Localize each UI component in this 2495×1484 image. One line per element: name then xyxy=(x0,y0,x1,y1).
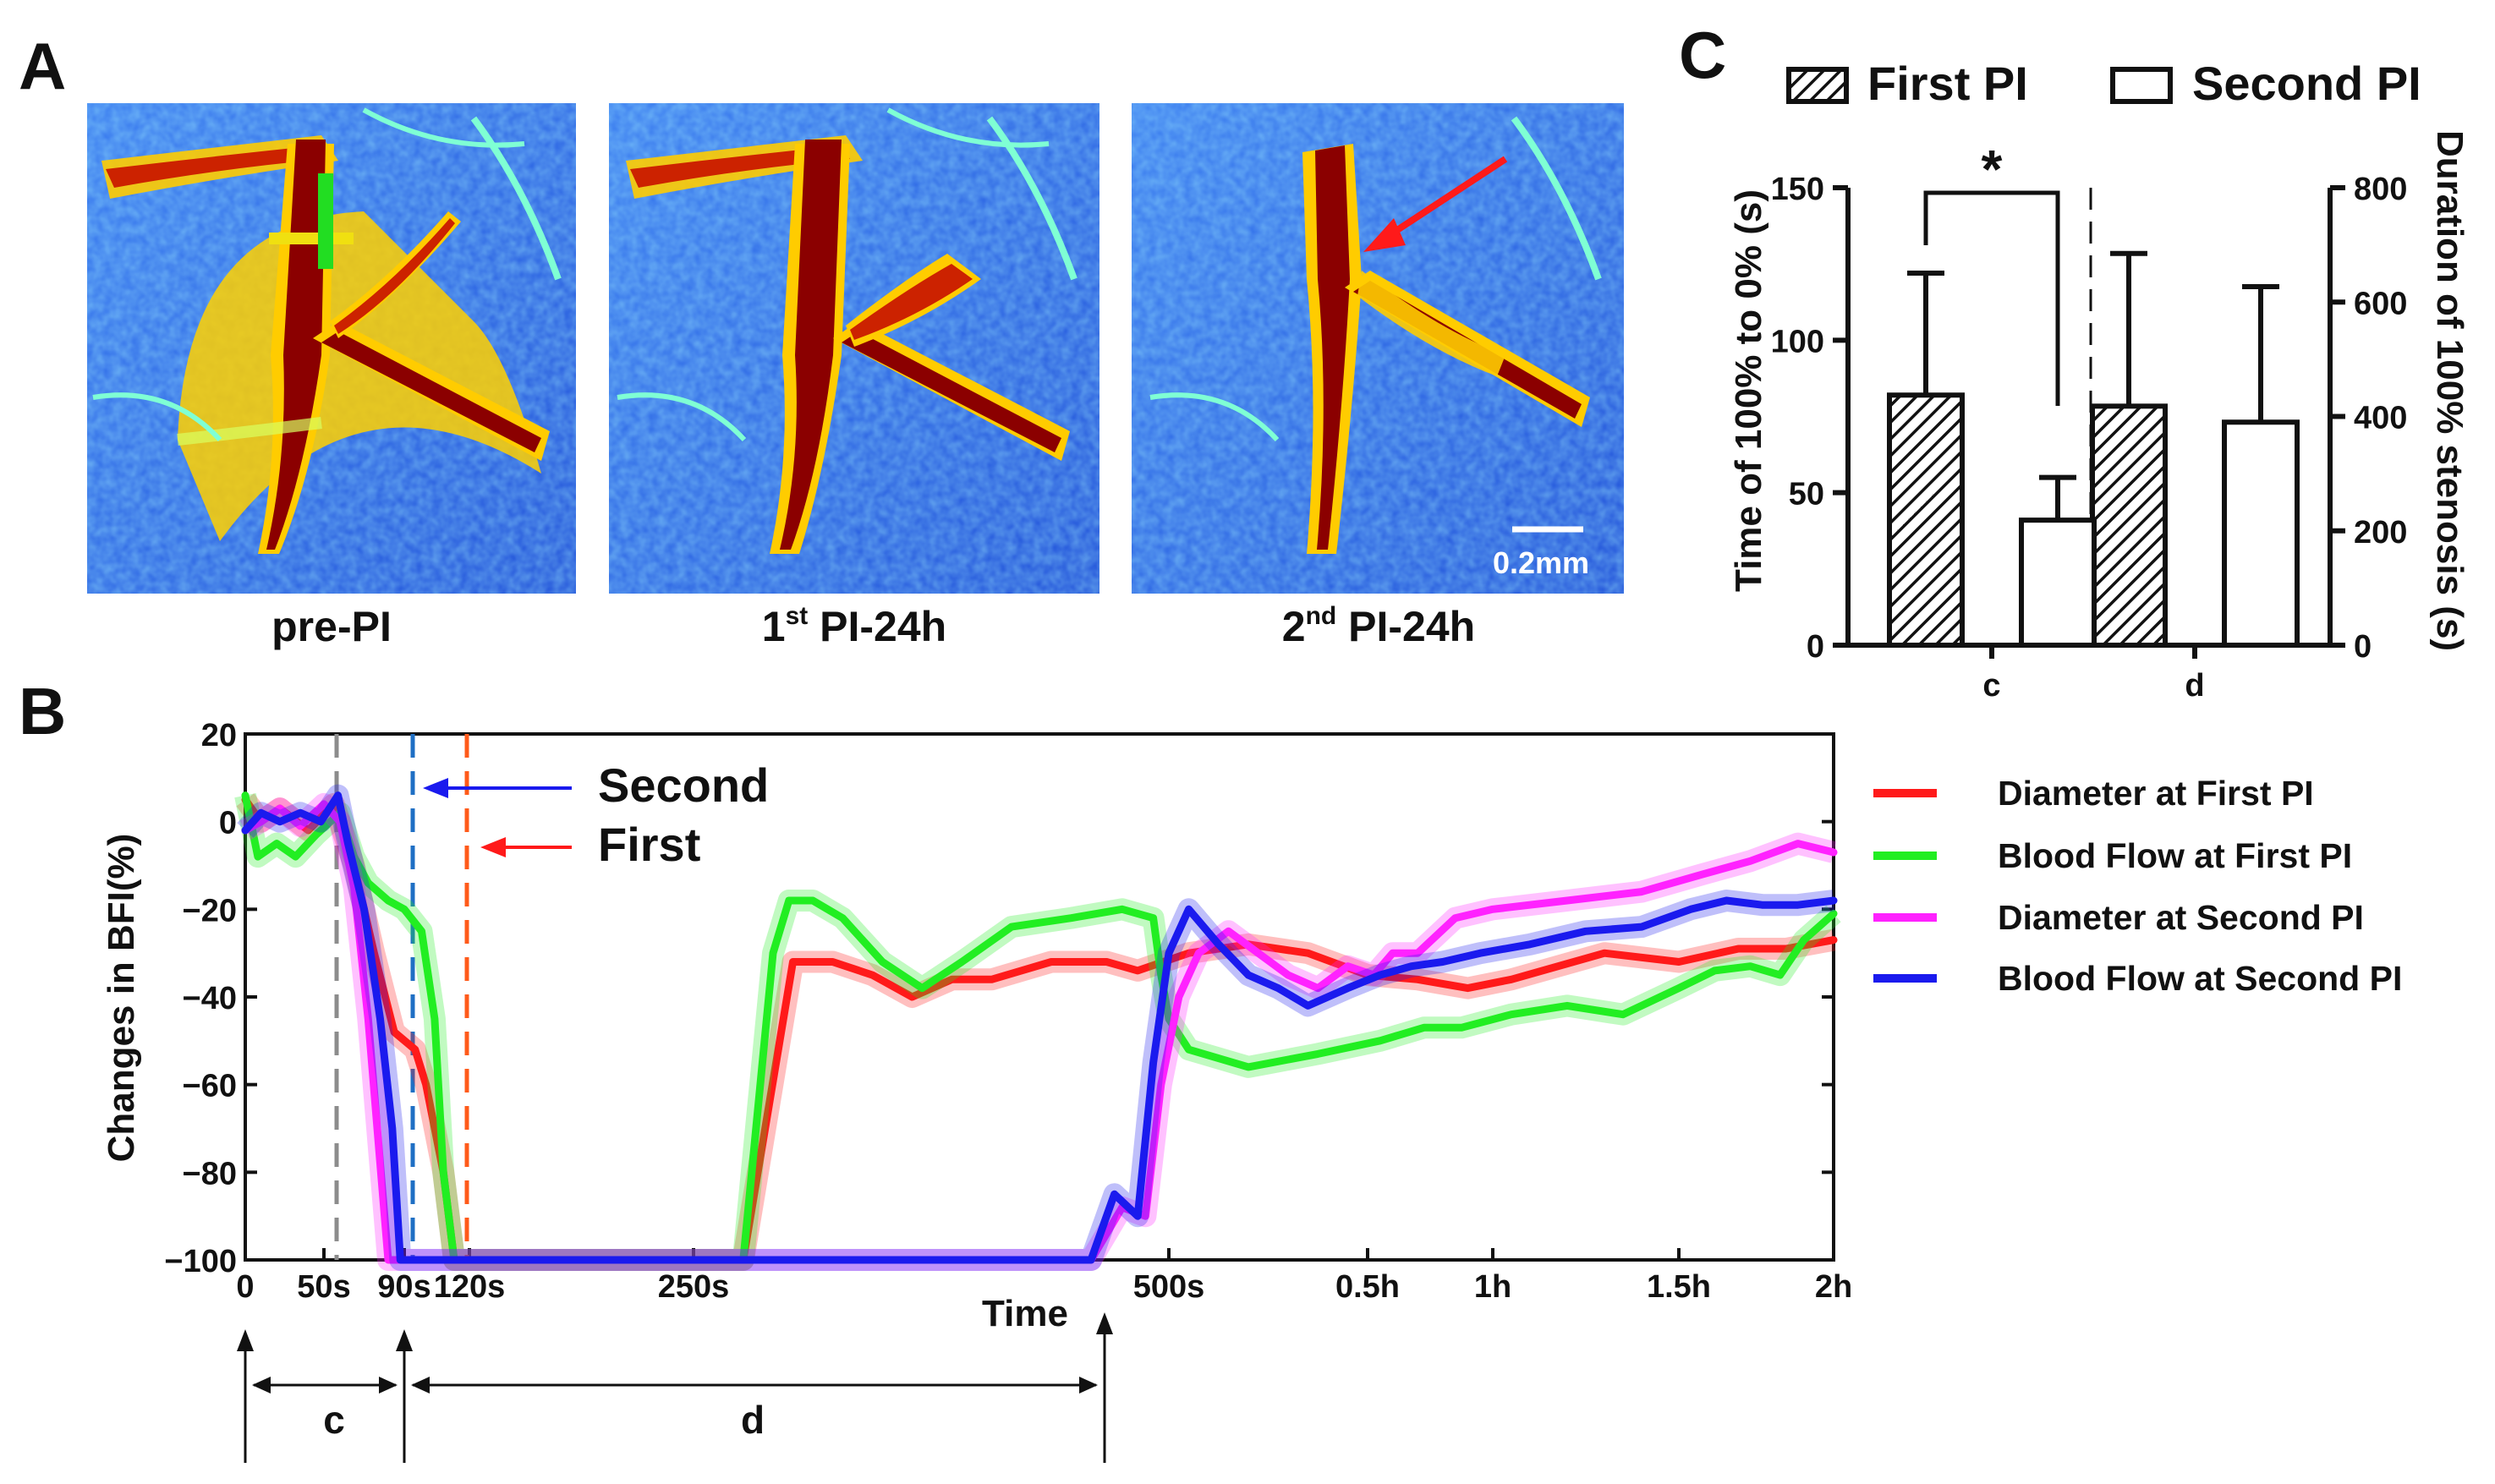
x-tick-label: 1h xyxy=(1474,1269,1511,1305)
time-segments: c d xyxy=(237,1312,1113,1463)
blue-flow-second-line xyxy=(241,791,1838,1264)
panel-b-xlabel: Time xyxy=(982,1293,1068,1334)
segment-d-label: d xyxy=(741,1398,765,1442)
panel-c-right-ylabel: Duration of 100% stenosis (s) xyxy=(2429,130,2470,651)
panel-c-letter: C xyxy=(1679,18,1726,92)
legend-second-swatch xyxy=(2110,67,2173,104)
annotation-second: Second xyxy=(598,758,769,812)
pre-pi-image xyxy=(87,103,576,594)
caption-second-pi: 2nd PI-24h xyxy=(1282,602,1475,650)
segment-arrow-end-icon xyxy=(1096,1312,1113,1334)
left-tick-label: 100 xyxy=(1771,324,1824,359)
magenta-diameter-second-line-band xyxy=(239,792,1837,1271)
caption-second-rest: PI-24h xyxy=(1336,603,1475,650)
caption-first-rest: PI-24h xyxy=(808,603,946,650)
first-arrow-head-icon xyxy=(480,837,506,857)
y-tick-label: −80 xyxy=(183,1156,237,1191)
x-tick-label: 0 xyxy=(236,1269,254,1305)
legend-first-label: First PI xyxy=(1867,57,2028,110)
second-arrow-head-icon xyxy=(423,778,448,798)
second-pi-24h-image: 0.2mm xyxy=(1132,103,1624,594)
y-tick-label: −40 xyxy=(183,981,237,1016)
green-flow-first-line xyxy=(241,791,1838,1264)
x-tick-label: 120s xyxy=(434,1269,506,1305)
legend-first-swatch xyxy=(1786,67,1849,104)
legend-red-label: Diameter at First PI xyxy=(1998,774,2314,813)
significance-bracket xyxy=(1923,190,2060,406)
bar-second-pi-d xyxy=(2222,419,2300,648)
category-label-d: d xyxy=(2185,668,2204,704)
x-tick-label: 1.5h xyxy=(1647,1269,1711,1305)
panel-b-axes-frame xyxy=(244,732,1835,1262)
legend-blue-label: Blood Flow at Second PI xyxy=(1998,959,2402,998)
x-tick-label: 90s xyxy=(377,1269,430,1305)
panel-c-chart: 0 50 100 150 0 200 400 600 800 c d * Time of 100% to… xyxy=(1728,130,2470,704)
caption-second-sup: nd xyxy=(1306,602,1337,630)
x-tick-label: 50s xyxy=(297,1269,350,1305)
y-tick-label: 0 xyxy=(219,806,237,841)
bar-first-pi-c xyxy=(1887,392,1965,648)
legend-magenta-label: Diameter at Second PI xyxy=(1998,898,2364,937)
caption-second-num: 2 xyxy=(1282,603,1306,650)
red-diameter-first-line xyxy=(241,796,1838,1264)
scale-bar-label: 0.2mm xyxy=(1493,545,1589,580)
y-tick-label: 20 xyxy=(201,718,237,753)
right-tick-label: 600 xyxy=(2354,286,2407,321)
right-tick-label: 400 xyxy=(2354,401,2407,436)
red-arrow-head-icon xyxy=(1363,218,1406,252)
first-pi-24h-image xyxy=(609,103,1099,594)
x-tick-label: 0.5h xyxy=(1335,1269,1400,1305)
y-tick-label: −60 xyxy=(183,1069,237,1104)
red-arrow-icon xyxy=(1385,156,1508,240)
x-tick-label: 2h xyxy=(1815,1269,1852,1305)
right-tick-label: 800 xyxy=(2354,172,2407,207)
blue-flow-second-line-band xyxy=(237,784,1835,1271)
red-diameter-first-line-band xyxy=(236,792,1836,1271)
caption-first-num: 1 xyxy=(762,603,786,650)
right-tick-label: 200 xyxy=(2354,515,2407,550)
panel-c-legend: First PI Second PI xyxy=(1786,57,2421,110)
panel-c-left-ylabel: Time of 100% to 0% (s) xyxy=(1728,189,1769,592)
segment-c-label: c xyxy=(323,1398,345,1442)
left-tick-label: 50 xyxy=(1789,477,1824,512)
left-tick-label: 0 xyxy=(1807,629,1824,665)
caption-pre-pi: pre-PI xyxy=(271,603,392,650)
bar-first-pi-d xyxy=(2090,403,2168,648)
green-flow-first-line-band xyxy=(234,792,1841,1271)
annotation-first: First xyxy=(598,818,700,871)
x-tick-label: 250s xyxy=(658,1269,730,1305)
bar-second-pi-c xyxy=(2019,517,2097,648)
vessel-tree xyxy=(92,107,562,554)
segment-arrow-90-icon xyxy=(396,1329,413,1351)
left-tick-label: 150 xyxy=(1771,172,1824,207)
legend-green-label: Blood Flow at First PI xyxy=(1998,836,2352,875)
legend-second-label: Second PI xyxy=(2192,57,2421,110)
panel-b-legend: Diameter at First PI Blood Flow at First… xyxy=(1873,774,2402,998)
y-tick-label: −20 xyxy=(183,893,237,928)
y-tick-label: −100 xyxy=(164,1244,237,1279)
category-label-c: c xyxy=(1982,668,2000,704)
panel-b-ylabel: Changes in BFI(%) xyxy=(101,834,142,1163)
magenta-diameter-second-line xyxy=(241,800,1838,1264)
caption-first-sup: st xyxy=(786,602,809,630)
caption-first-pi: 1st PI-24h xyxy=(762,602,946,650)
significance-star: * xyxy=(1982,139,2003,200)
segment-arrow-0-icon xyxy=(237,1329,254,1351)
panel-b-letter: B xyxy=(19,674,66,748)
x-tick-label: 500s xyxy=(1133,1269,1205,1305)
right-tick-label: 0 xyxy=(2354,629,2372,665)
panel-a-letter: A xyxy=(19,29,66,103)
